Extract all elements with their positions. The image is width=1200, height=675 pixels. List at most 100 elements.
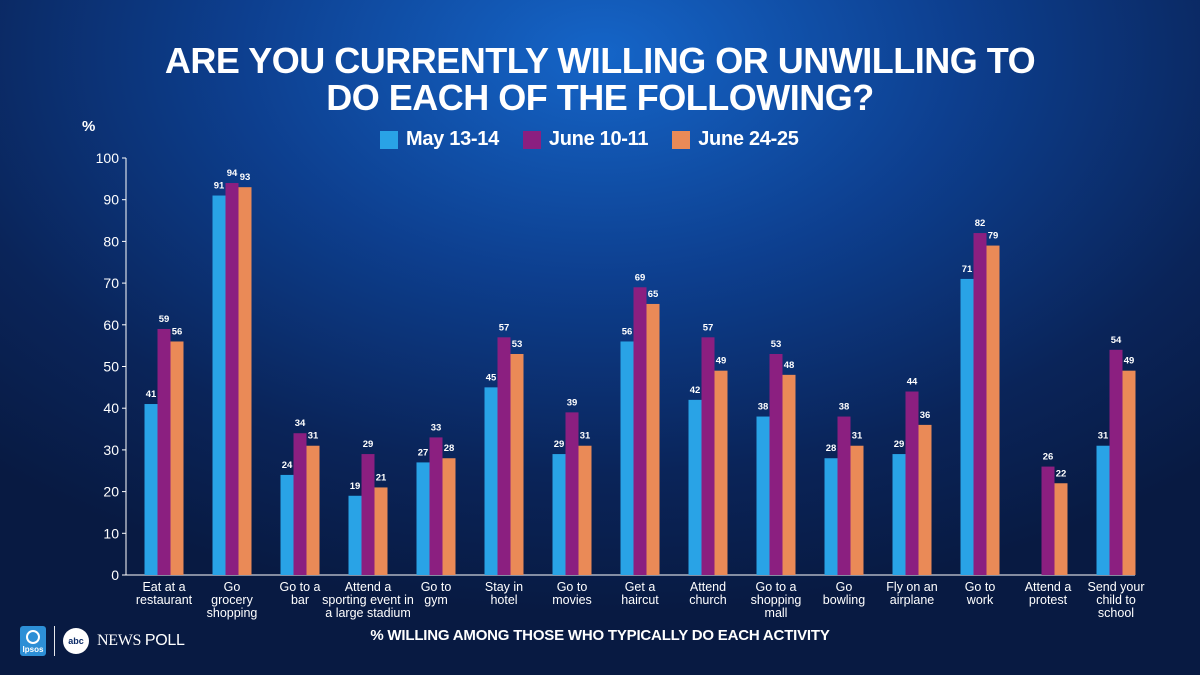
- data-label: 24: [282, 460, 293, 471]
- x-tick-label: protest: [1029, 593, 1068, 607]
- x-tick-label: Attend a: [345, 580, 392, 594]
- bar: [905, 391, 919, 575]
- x-tick-label: Get a: [625, 580, 656, 594]
- legend-item-june-24: June 24-25: [672, 128, 799, 151]
- data-label: 41: [146, 389, 157, 400]
- y-tick-label: 90: [103, 192, 119, 208]
- x-tick-label: child to: [1096, 593, 1136, 607]
- x-tick-label: Attend a: [1025, 580, 1072, 594]
- data-label: 38: [758, 402, 769, 413]
- ipsos-mark-icon: [26, 630, 40, 644]
- data-label: 44: [907, 377, 918, 388]
- x-tick-label: Go to a: [280, 580, 321, 594]
- data-label: 42: [690, 385, 701, 396]
- ipsos-logo-text: Ipsos: [22, 645, 44, 654]
- data-label: 79: [988, 231, 999, 242]
- bar: [892, 454, 906, 575]
- x-tick-label: gym: [424, 593, 448, 607]
- bar: [442, 458, 456, 575]
- x-tick-label: work: [966, 593, 994, 607]
- y-tick-label: 10: [103, 525, 119, 541]
- data-label: 48: [784, 360, 795, 371]
- legend-swatch-june-10: [522, 130, 541, 149]
- y-tick-label: 60: [103, 317, 119, 333]
- y-tick-label: 50: [103, 359, 119, 375]
- data-label: 57: [499, 322, 510, 333]
- x-tick-label: mall: [765, 606, 788, 620]
- title-line-2: DO EACH OF THE FOLLOWING?: [326, 77, 874, 118]
- data-label: 56: [172, 326, 183, 337]
- data-label: 28: [826, 443, 837, 454]
- legend-swatch-june-24: [672, 130, 691, 149]
- data-label: 31: [852, 431, 863, 442]
- data-label: 59: [159, 314, 170, 325]
- x-tick-label: Go: [224, 580, 241, 594]
- bar: [769, 353, 783, 575]
- bar: [374, 487, 388, 575]
- bar: [416, 462, 430, 575]
- bar: [986, 245, 1000, 575]
- x-tick-label: Attend: [690, 580, 726, 594]
- bar: [633, 287, 647, 575]
- data-label: 29: [363, 439, 374, 450]
- bar: [1096, 445, 1110, 575]
- bar: [688, 399, 702, 575]
- x-tick-label: airplane: [890, 593, 935, 607]
- data-label: 91: [214, 181, 225, 192]
- bar: [701, 337, 715, 575]
- x-tick-label: Go to: [557, 580, 588, 594]
- x-tick-label: bar: [291, 593, 309, 607]
- bar: [1054, 483, 1068, 575]
- y-tick-label: 20: [103, 484, 119, 500]
- bar: [756, 416, 770, 575]
- data-label: 45: [486, 372, 497, 383]
- legend-label-june-24: June 24-25: [698, 128, 799, 150]
- bar: [144, 404, 158, 575]
- bar: [850, 445, 864, 575]
- x-tick-label: bowling: [823, 593, 865, 607]
- data-label: 28: [444, 443, 455, 454]
- data-label: 49: [716, 356, 727, 367]
- data-label: 31: [1098, 431, 1109, 442]
- x-tick-label: Stay in: [485, 580, 523, 594]
- bar: [646, 303, 660, 575]
- bar: [484, 387, 498, 575]
- bar: [348, 495, 362, 575]
- bar: [1041, 466, 1055, 575]
- x-tick-label: restaurant: [136, 593, 193, 607]
- footer-logos: Ipsos abc NEWS POLL: [20, 626, 185, 656]
- data-label: 56: [622, 326, 633, 337]
- x-tick-label: church: [689, 593, 727, 607]
- data-label: 29: [554, 439, 565, 450]
- data-label: 71: [962, 264, 973, 275]
- bar: [918, 424, 932, 575]
- bar: [1109, 349, 1123, 575]
- abc-logo: abc: [63, 628, 89, 654]
- bar: [782, 374, 796, 575]
- data-label: 54: [1111, 335, 1122, 346]
- bar: [238, 187, 252, 575]
- y-tick-label: 100: [96, 150, 120, 166]
- poll-label: POLL: [144, 632, 185, 649]
- bar: [510, 353, 524, 575]
- title-line-1: ARE YOU CURRENTLY WILLING OR UNWILLING T…: [164, 40, 1036, 81]
- x-tick-label: shopping: [207, 606, 258, 620]
- bar: [497, 337, 511, 575]
- bar: [973, 233, 987, 575]
- x-tick-label: Go to a: [756, 580, 797, 594]
- y-axis-label: %: [82, 118, 95, 135]
- bar: [280, 474, 294, 575]
- data-label: 49: [1124, 356, 1135, 367]
- data-label: 36: [920, 410, 931, 421]
- bar: [552, 454, 566, 575]
- y-tick-label: 70: [103, 275, 119, 291]
- bar: [429, 437, 443, 575]
- data-label: 93: [240, 172, 251, 183]
- x-tick-label: grocery: [211, 593, 253, 607]
- x-tick-label: Send your: [1088, 580, 1145, 594]
- data-label: 31: [308, 431, 319, 442]
- bar: [837, 416, 851, 575]
- x-tick-label: Go to: [965, 580, 996, 594]
- bar: [170, 341, 184, 575]
